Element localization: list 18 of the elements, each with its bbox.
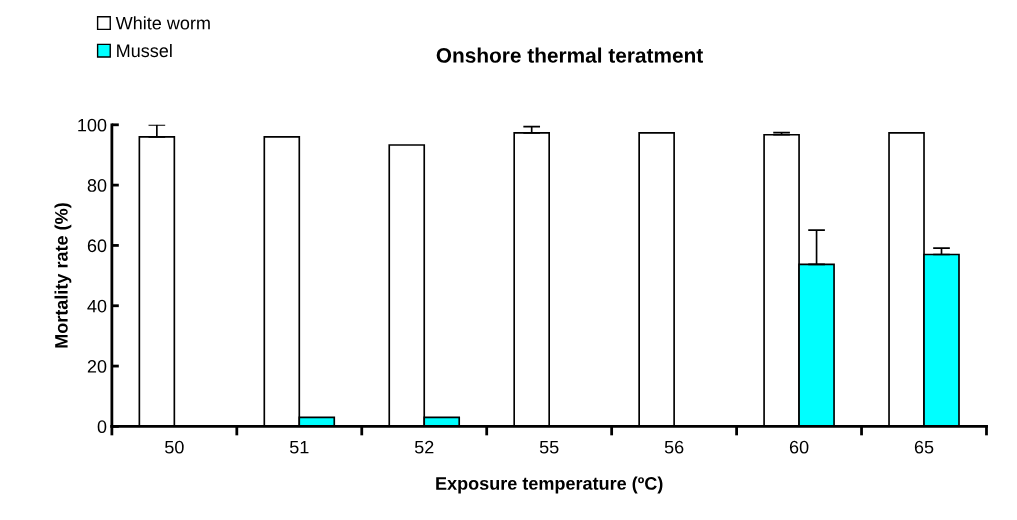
x-tick-label: 55 bbox=[539, 440, 559, 454]
chart-title: Onshore thermal teratment bbox=[436, 47, 703, 63]
y-tick-label: 100 bbox=[78, 118, 107, 132]
x-tick-label: 65 bbox=[914, 440, 934, 454]
y-tick-label: 60 bbox=[87, 239, 107, 253]
y-tick-label: 20 bbox=[87, 360, 107, 373]
x-axis-title: Exposure temperature (ºC) bbox=[436, 476, 663, 494]
legend-label: White worm bbox=[115, 16, 210, 30]
y-tick-label: 80 bbox=[87, 179, 107, 192]
x-tick-label: 52 bbox=[414, 440, 434, 454]
y-axis-title: Mortality rate (%) bbox=[54, 203, 72, 348]
legend-label: Mussel bbox=[117, 43, 172, 58]
y-tick-label: 40 bbox=[87, 299, 107, 313]
y-tick-label: 0 bbox=[97, 420, 107, 434]
x-tick-label: 56 bbox=[664, 440, 684, 454]
x-tick-label: 51 bbox=[289, 440, 309, 454]
x-tick-label: 60 bbox=[789, 440, 809, 454]
x-tick-label: 50 bbox=[165, 440, 184, 454]
